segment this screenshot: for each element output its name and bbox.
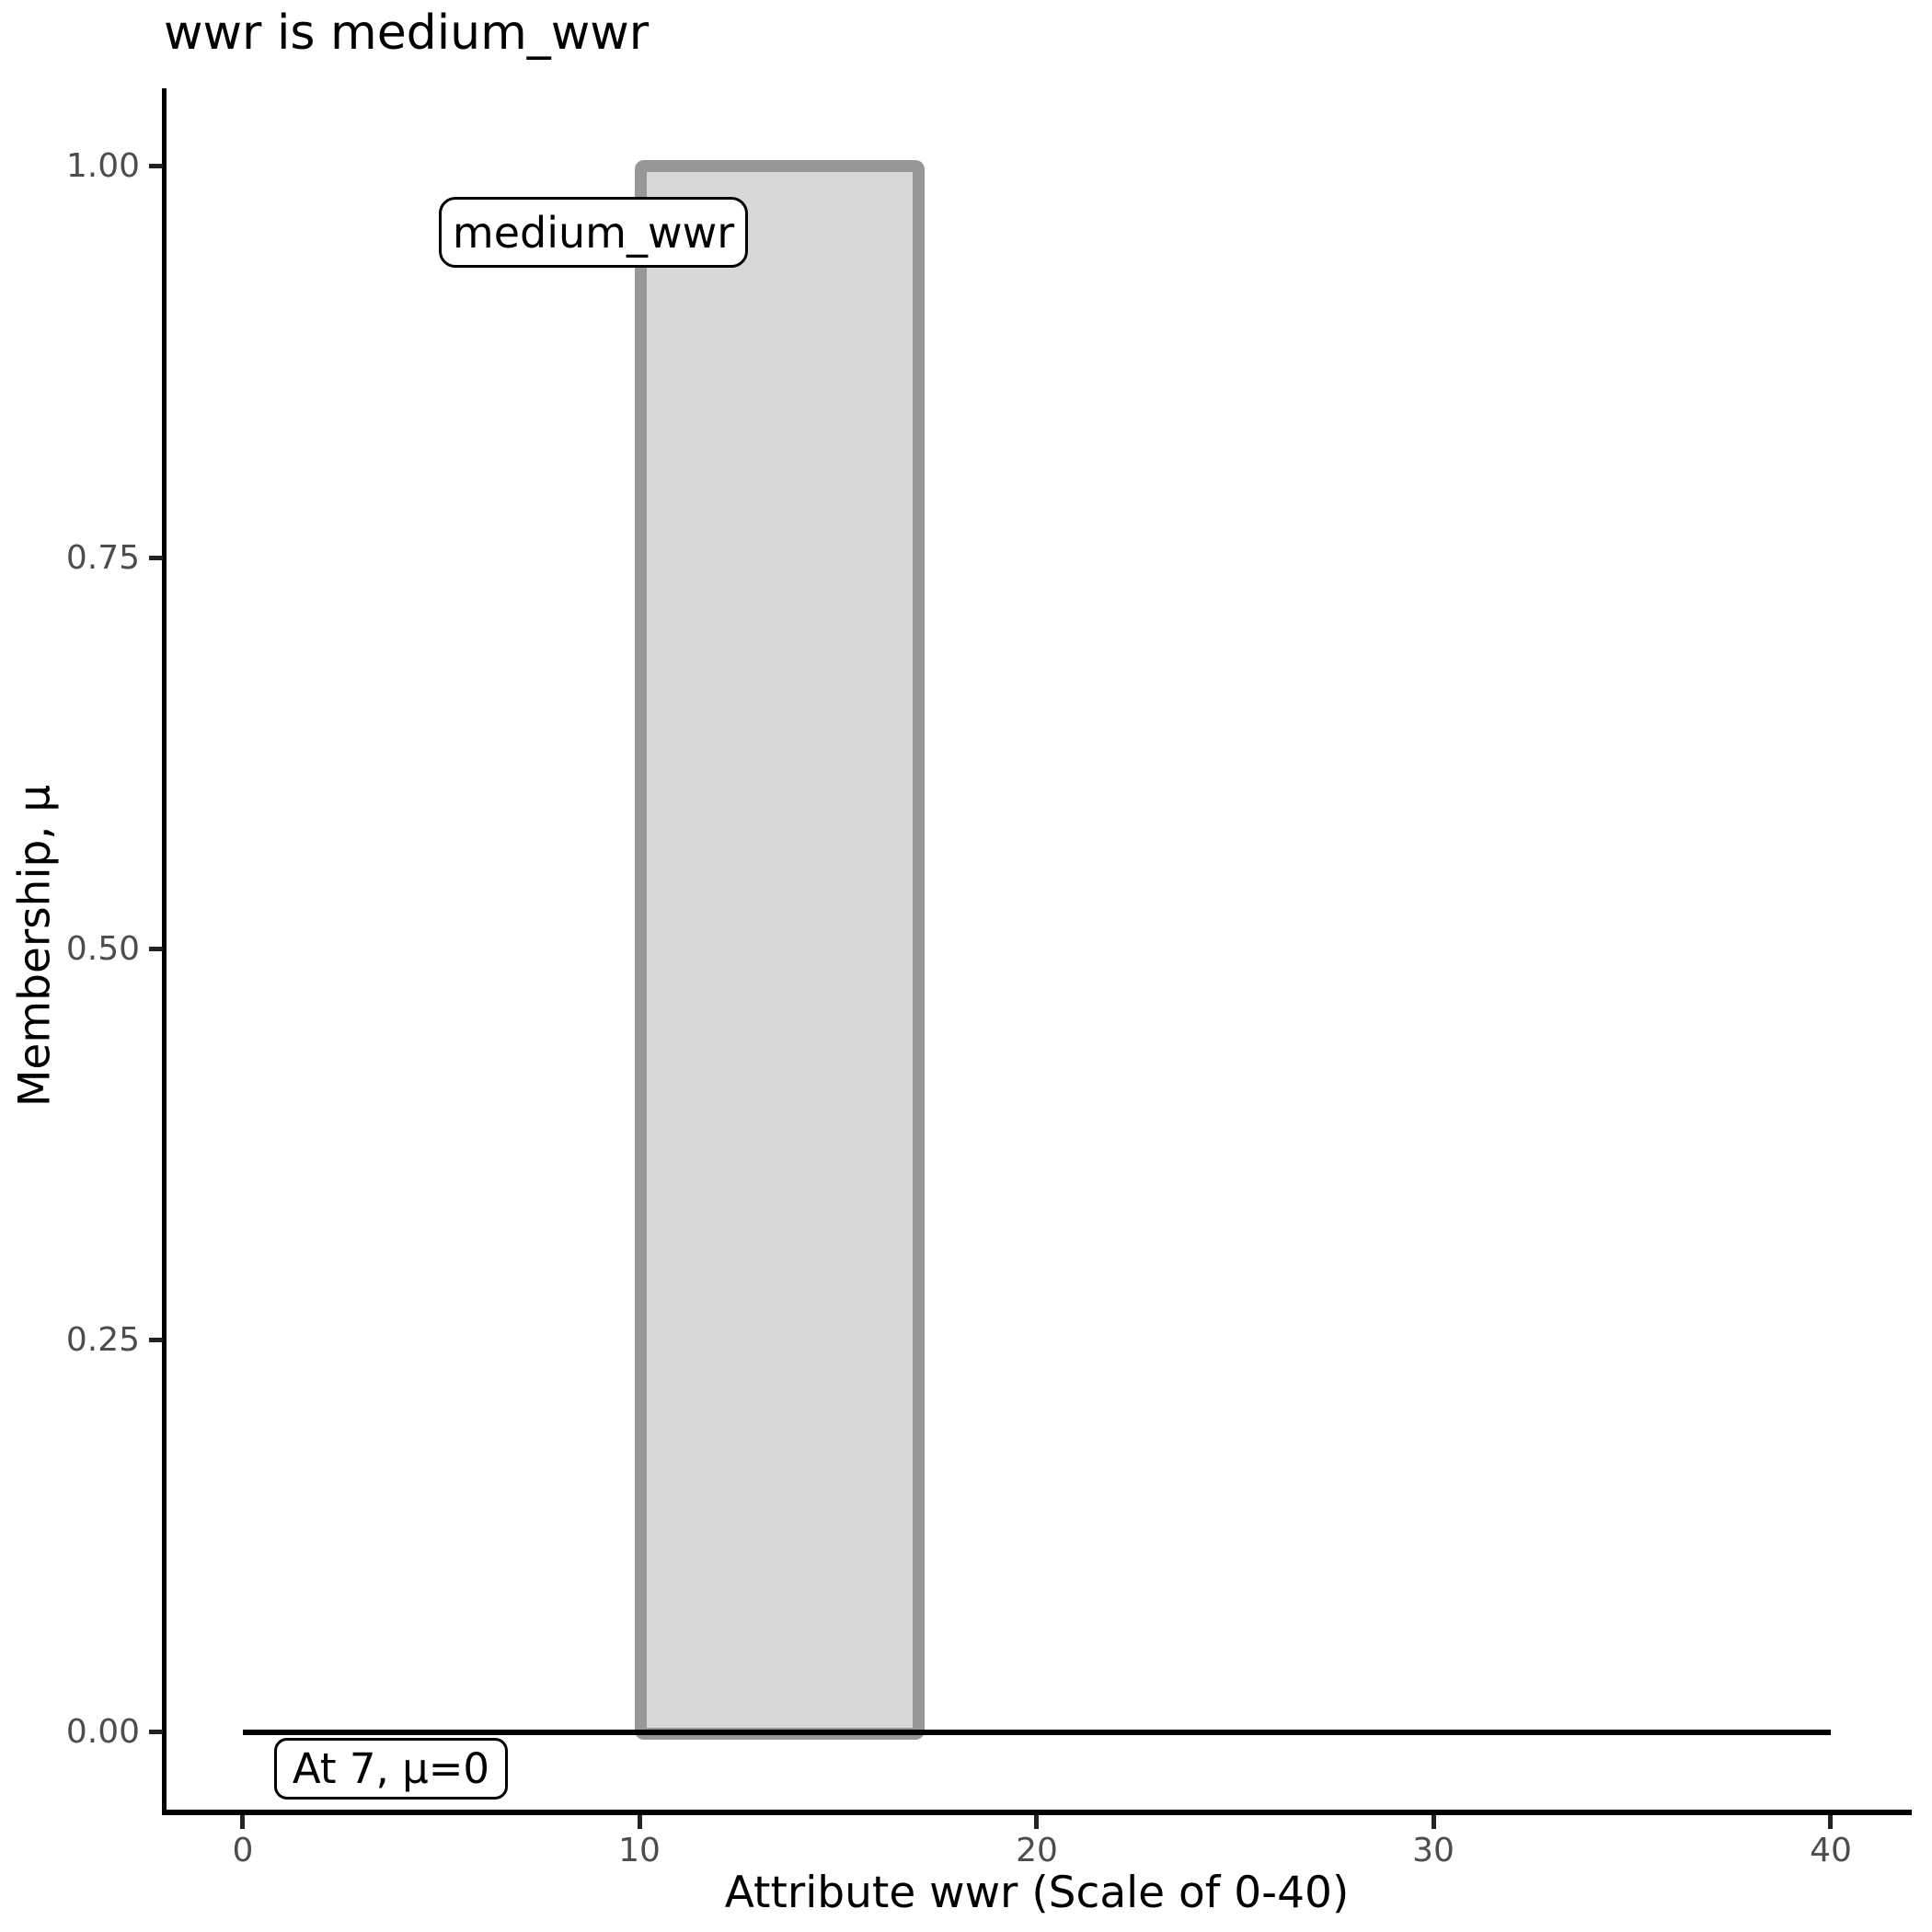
x-tick-label: 10: [618, 1832, 661, 1869]
x-tick-label: 30: [1412, 1832, 1455, 1869]
y-tick-label: 0.50: [65, 930, 140, 968]
y-tick-mark-0.75: [149, 556, 163, 560]
x-tick-mark-0: [240, 1815, 245, 1829]
point-evaluation-label-box: At 7, μ=0: [274, 1738, 508, 1800]
membership-rectangle-medium-wwr: [635, 160, 925, 1740]
y-tick-label: 1.00: [65, 147, 140, 185]
x-tick-label: 40: [1810, 1832, 1852, 1869]
x-tick-label: 20: [1016, 1832, 1058, 1869]
x-tick-mark-20: [1034, 1815, 1039, 1829]
zero-membership-baseline: [243, 1730, 1831, 1735]
x-axis-title: Attribute wwr (Scale of 0-40): [724, 1868, 1350, 1918]
set-name-label-text: medium_wwr: [452, 207, 735, 258]
y-tick-mark-1.00: [149, 164, 163, 168]
y-tick-label: 0.75: [65, 539, 140, 577]
x-axis-line: [162, 1810, 1912, 1815]
point-evaluation-label-text: At 7, μ=0: [292, 1744, 490, 1793]
x-tick-mark-10: [638, 1815, 642, 1829]
y-tick-label: 0.00: [65, 1713, 140, 1751]
y-tick-label: 0.25: [65, 1321, 140, 1359]
y-tick-mark-0.50: [149, 947, 163, 951]
y-tick-mark-0.25: [149, 1338, 163, 1342]
y-tick-mark-0.00: [149, 1730, 163, 1734]
x-tick-label: 0: [232, 1832, 254, 1869]
x-tick-mark-30: [1432, 1815, 1436, 1829]
chart-title: wwr is medium_wwr: [164, 6, 650, 61]
y-axis-line: [162, 88, 167, 1815]
set-name-label-box: medium_wwr: [439, 197, 748, 268]
x-tick-mark-40: [1828, 1815, 1833, 1829]
y-axis-title: Membership, μ: [9, 784, 61, 1108]
